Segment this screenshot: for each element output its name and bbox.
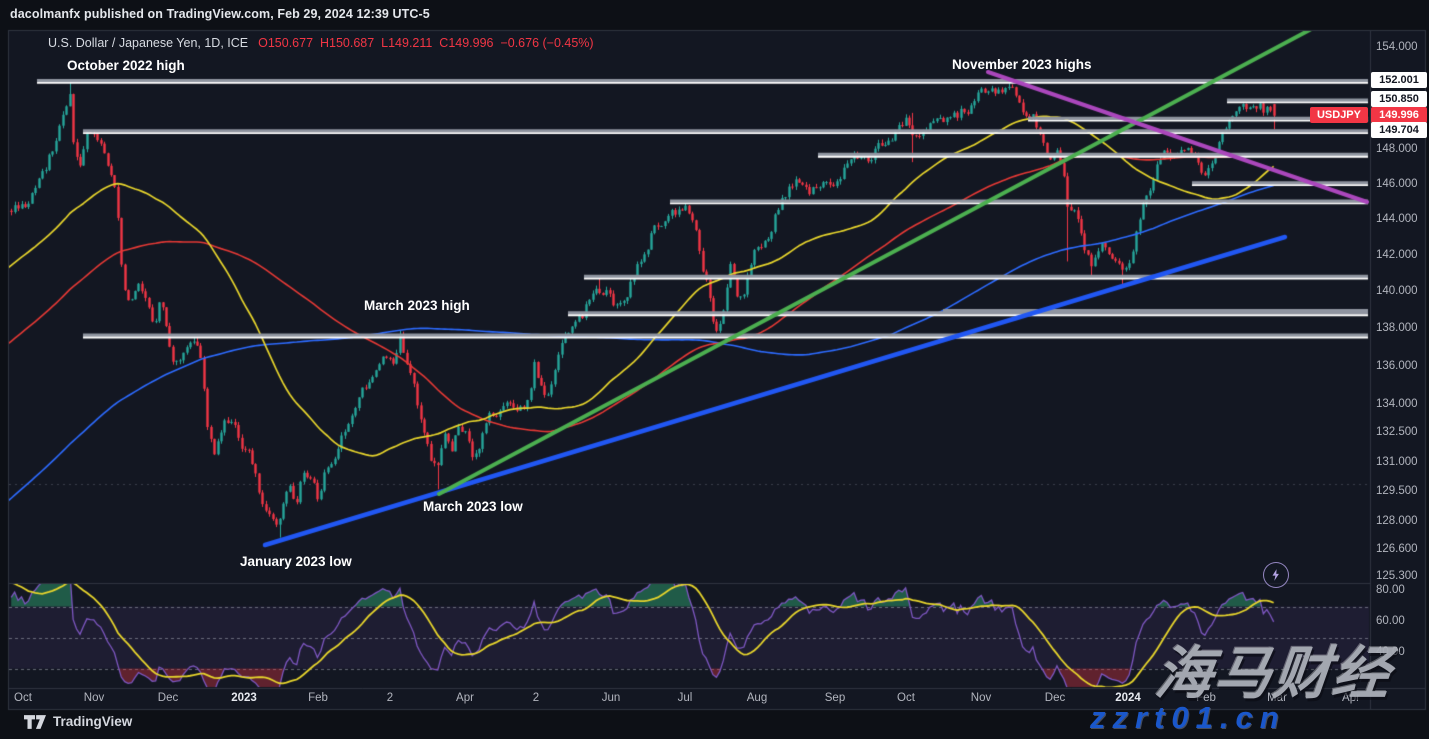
watermark-cn: 海马财经 (1152, 642, 1395, 706)
tradingview-brand-label: TradingView (53, 714, 133, 729)
annotation-label[interactable]: November 2023 highs (952, 57, 1092, 72)
symbol-title: U.S. Dollar / Japanese Yen, 1D, ICE (48, 36, 249, 50)
price-axis-tick: 129.500 (1376, 485, 1418, 498)
tradingview-logo-icon (24, 714, 46, 729)
price-label-150.850: 150.850 (1371, 91, 1427, 107)
price-axis-tick: 132.500 (1376, 426, 1418, 439)
annotation-label[interactable]: January 2023 low (240, 554, 352, 569)
rsi-axis-tick: 40.00 (1376, 646, 1405, 658)
price-axis-tick: 144.000 (1376, 213, 1418, 226)
rsi-axis-tick: 60.00 (1376, 615, 1405, 627)
price-axis-tick: 136.000 (1376, 359, 1418, 372)
time-axis-tick: Feb (1196, 692, 1216, 704)
time-axis-tick: 2024 (1115, 692, 1141, 704)
time-axis-tick: Apr (1342, 692, 1360, 704)
time-axis-tick: Mar (1267, 692, 1287, 704)
time-axis-tick: Feb (308, 692, 328, 704)
price-axis-tick: 146.000 (1376, 177, 1418, 190)
price-axis-tick: 125.300 (1376, 569, 1418, 582)
price-axis-tick: 131.000 (1376, 455, 1418, 468)
time-axis-tick: 2023 (231, 692, 257, 704)
time-axis-tick: Oct (14, 692, 32, 704)
price-axis-tick: 134.000 (1376, 397, 1418, 410)
lightning-icon (1272, 569, 1279, 581)
time-axis-tick: Nov (83, 692, 105, 704)
time-axis-tick: Nov (970, 692, 992, 704)
price-axis-tick: 138.000 (1376, 322, 1418, 335)
flash-button[interactable] (1263, 562, 1289, 588)
time-axis-tick: Aug (746, 692, 768, 704)
annotation-label[interactable]: October 2022 high (67, 58, 185, 73)
price-label-149.996: 149.996 (1371, 107, 1427, 123)
symbol-price-tag: USDJPY (1309, 107, 1368, 123)
annotation-label[interactable]: March 2023 high (364, 298, 470, 313)
time-axis-tick: Oct (897, 692, 915, 704)
tradingview-footer[interactable]: TradingView (24, 714, 132, 729)
time-axis-tick: Jun (601, 692, 621, 704)
symbol-legend[interactable]: U.S. Dollar / Japanese Yen, 1D, ICE O150… (48, 36, 594, 50)
published-attribution: dacolmanfx published on TradingView.com,… (10, 7, 430, 21)
price-axis-tick: 128.000 (1376, 514, 1418, 527)
watermark-site: zzrt01.cn (1090, 700, 1286, 735)
price-label-152.001: 152.001 (1371, 72, 1427, 88)
time-axis-tick: 2 (386, 692, 394, 704)
time-axis-tick: Dec (1044, 692, 1066, 704)
price-axis-tick: 140.000 (1376, 285, 1418, 298)
price-axis-tick: 126.600 (1376, 543, 1418, 556)
price-label-149.704: 149.704 (1371, 122, 1427, 138)
price-axis-tick: 148.000 (1376, 143, 1418, 155)
rsi-axis-tick: 80.00 (1376, 584, 1405, 596)
time-axis-tick: Jul (677, 692, 693, 704)
time-axis-tick: 2 (532, 692, 540, 704)
annotation-label[interactable]: March 2023 low (423, 499, 523, 514)
time-axis-tick: Dec (157, 692, 179, 704)
time-axis-tick: Sep (824, 692, 846, 704)
price-axis-tick: 154.000 (1376, 41, 1418, 54)
price-axis-tick: 142.000 (1376, 249, 1418, 262)
ohlc-values: O150.677 H150.687 L149.211 C149.996 −0.6… (258, 36, 594, 50)
time-axis-tick: Apr (456, 692, 474, 704)
